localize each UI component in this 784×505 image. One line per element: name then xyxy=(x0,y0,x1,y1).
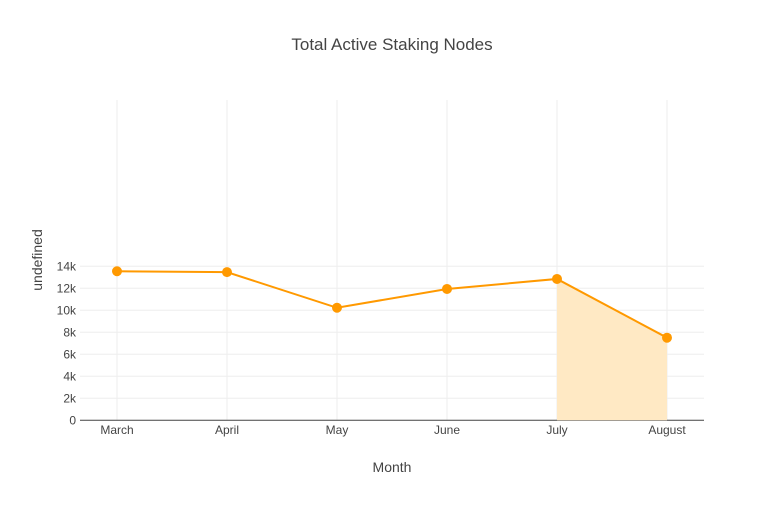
x-tick-label: August xyxy=(648,423,686,437)
chart-title: Total Active Staking Nodes xyxy=(291,35,492,54)
y-tick-label: 4k xyxy=(63,369,77,383)
y-axis-label: undefined xyxy=(29,229,45,291)
data-point xyxy=(112,266,122,277)
data-point xyxy=(442,283,452,294)
y-tick-label: 14k xyxy=(57,259,77,273)
y-tick-label: 6k xyxy=(63,347,77,361)
y-tick-label: 8k xyxy=(63,325,77,339)
series-line xyxy=(116,270,668,339)
highlight-area xyxy=(557,278,667,421)
data-point xyxy=(332,302,342,313)
x-axis-label: Month xyxy=(373,459,412,475)
y-tick-label: 2k xyxy=(63,391,77,405)
data-point xyxy=(222,267,232,278)
x-tick-label: May xyxy=(326,423,349,437)
data-point xyxy=(552,273,562,284)
x-tick-label: March xyxy=(100,423,133,437)
x-tick-label: July xyxy=(546,423,567,437)
data-point xyxy=(662,332,672,343)
y-tick-label: 10k xyxy=(57,303,77,317)
y-tick-label: 0 xyxy=(69,413,76,427)
y-tick-label: 12k xyxy=(57,281,77,295)
x-tick-label: June xyxy=(434,423,460,437)
x-tick-label: April xyxy=(215,423,239,437)
